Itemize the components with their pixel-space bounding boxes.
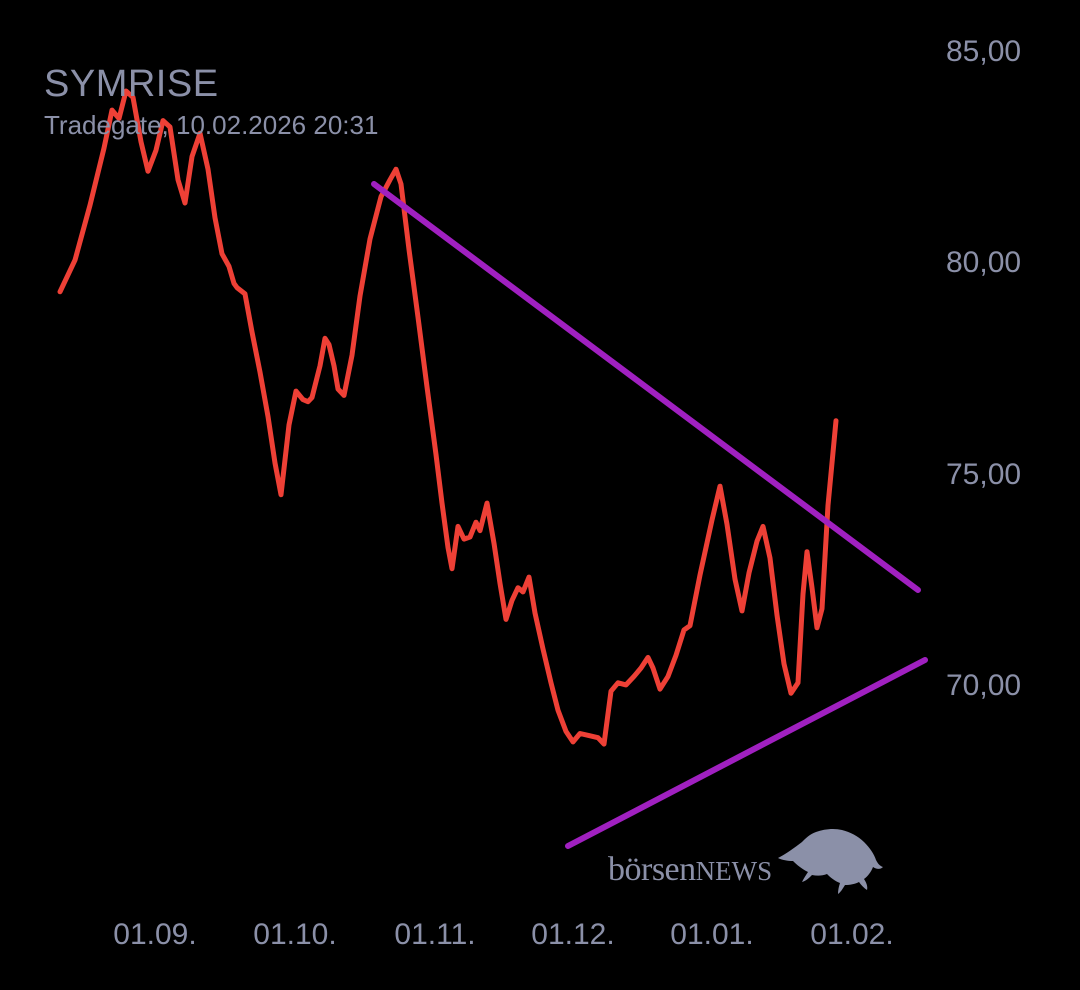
x-axis-tick-label: 01.12.: [531, 918, 615, 951]
x-axis-tick-label: 01.02.: [810, 918, 894, 951]
y-axis-tick-label: 85,00: [946, 35, 1022, 68]
upper-trendline: [371, 181, 921, 593]
x-axis-tick-label: 01.01.: [670, 918, 754, 951]
x-axis-tick-label: 01.09.: [113, 918, 197, 951]
y-axis-tick-label: 70,00: [946, 669, 1022, 702]
price-line: [57, 88, 839, 747]
y-axis-tick-label: 75,00: [946, 457, 1022, 491]
lower-trendline: [565, 657, 928, 849]
x-axis-tick-label: 01.11.: [394, 918, 476, 951]
y-axis-tick-label: 80,00: [946, 246, 1022, 280]
x-axis-tick-label: 01.10.: [253, 918, 337, 951]
